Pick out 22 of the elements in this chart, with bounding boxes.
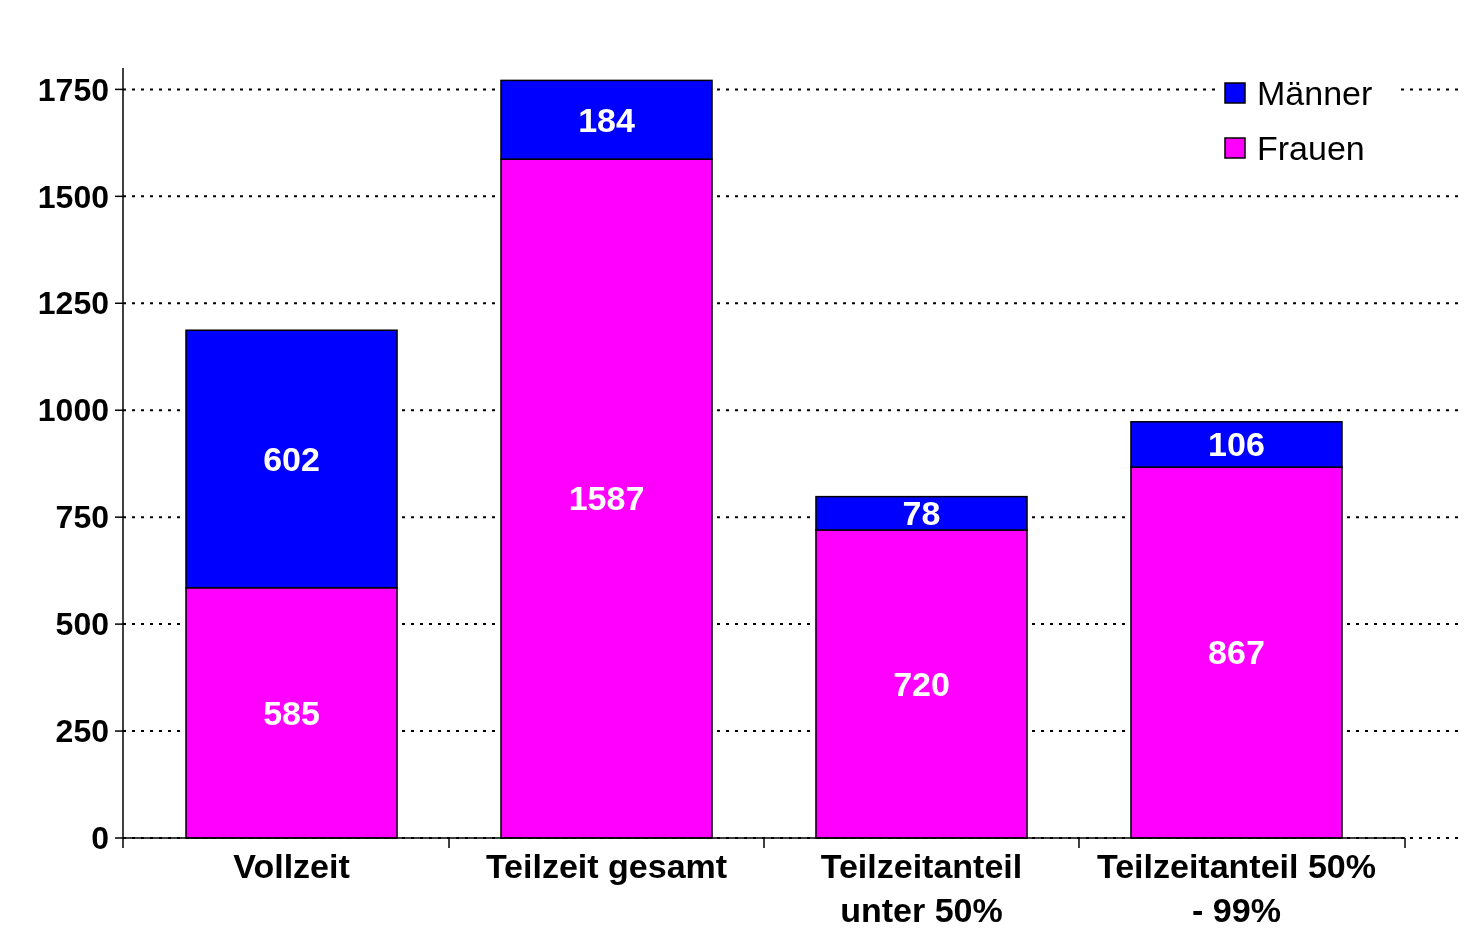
data-label: 184 bbox=[578, 100, 635, 139]
y-tick-label: 1750 bbox=[37, 71, 109, 108]
data-label: 1587 bbox=[568, 479, 645, 518]
data-label: 78 bbox=[902, 494, 941, 533]
x-tick-label: Teilzeitanteil unter 50% bbox=[820, 847, 1023, 929]
legend-label: Frauen bbox=[1257, 128, 1365, 167]
data-label: 106 bbox=[1208, 425, 1265, 464]
y-tick-label: 750 bbox=[55, 499, 109, 536]
legend-label: Männer bbox=[1257, 73, 1373, 112]
x-tick-label: Vollzeit bbox=[233, 847, 350, 885]
data-label: 585 bbox=[263, 693, 320, 732]
data-label: 867 bbox=[1208, 633, 1265, 672]
y-tick-label: 0 bbox=[91, 820, 109, 857]
data-label: 720 bbox=[893, 664, 950, 703]
y-tick-label: 1250 bbox=[37, 285, 109, 322]
y-tick-label: 1500 bbox=[37, 178, 109, 215]
x-tick-label: Teilzeit gesamt bbox=[485, 847, 728, 885]
y-tick-label: 250 bbox=[55, 713, 109, 750]
data-label: 602 bbox=[263, 439, 320, 478]
x-tick-label: Teilzeitanteil 50% - 99% bbox=[1096, 847, 1376, 929]
y-tick-label: 500 bbox=[55, 606, 109, 643]
y-tick-label: 1000 bbox=[37, 392, 109, 429]
